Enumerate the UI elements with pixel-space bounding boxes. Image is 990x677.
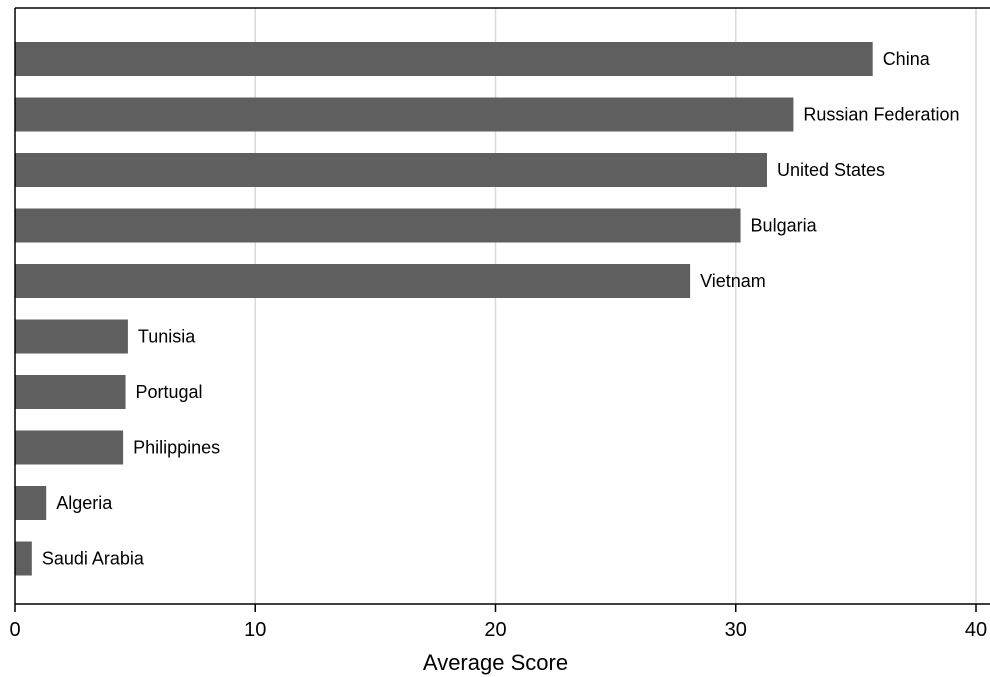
- x-tick-label-0: 0: [9, 619, 20, 641]
- bar-label-saudi-arabia: Saudi Arabia: [42, 549, 145, 569]
- x-axis-title: Average Score: [423, 650, 568, 675]
- bar-label-tunisia: Tunisia: [138, 327, 196, 347]
- bar-tunisia: [15, 319, 128, 354]
- bar-label-united-states: United States: [777, 160, 885, 180]
- bar-label-philippines: Philippines: [133, 438, 220, 458]
- bar-saudi-arabia: [15, 541, 32, 576]
- bar-united-states: [15, 153, 767, 187]
- bar-label-china: China: [883, 49, 931, 69]
- grid-lines: [254, 8, 977, 604]
- bar-label-algeria: Algeria: [56, 493, 113, 513]
- bar-philippines: [15, 430, 124, 465]
- bar-label-vietnam: Vietnam: [700, 271, 766, 291]
- x-tick-label-40: 40: [965, 619, 987, 641]
- x-tick-label-30: 30: [725, 619, 747, 641]
- axes: [14, 7, 990, 605]
- bar-label-russian-federation: Russian Federation: [803, 105, 959, 125]
- bar-china: [15, 42, 873, 76]
- bar-vietnam: [15, 264, 691, 298]
- x-tick-label-20: 20: [484, 619, 506, 641]
- bar-bulgaria: [15, 208, 741, 243]
- bar-russian-federation: [15, 97, 794, 132]
- bar-algeria: [15, 486, 47, 520]
- bar-label-bulgaria: Bulgaria: [751, 216, 818, 236]
- bars: [15, 42, 873, 576]
- bar-label-portugal: Portugal: [136, 382, 203, 402]
- bar-labels: China Russian Federation United States Bulg…: [42, 49, 960, 569]
- x-ticks: 0 10 20 30 40: [9, 604, 987, 641]
- bar-portugal: [15, 375, 126, 409]
- x-tick-label-10: 10: [244, 619, 266, 641]
